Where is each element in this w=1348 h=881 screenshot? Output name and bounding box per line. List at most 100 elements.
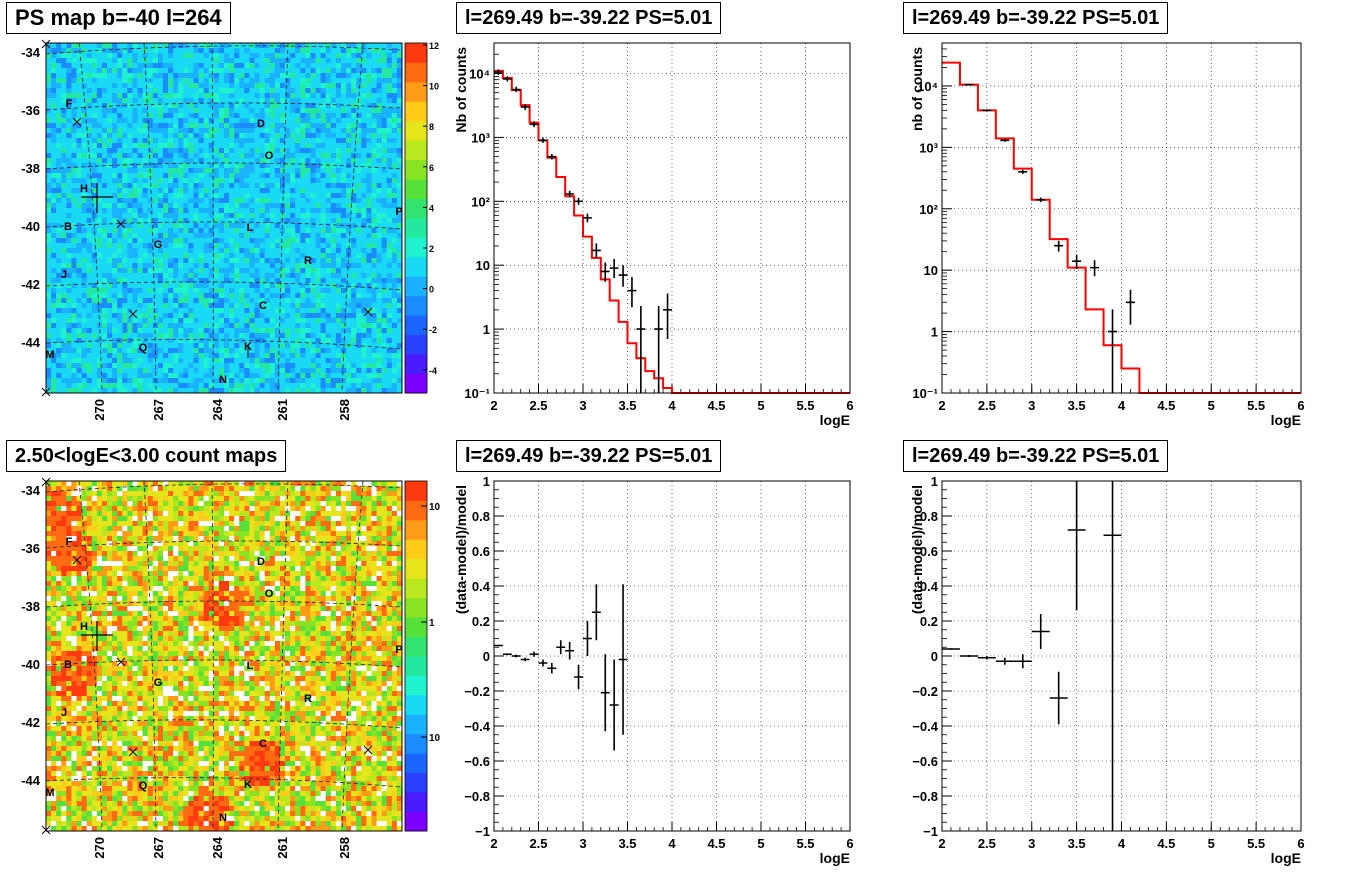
y-tick-label: −0.6 [464, 754, 490, 769]
residual-1-title: l=269.49 b=-39.22 PS=5.01 [456, 440, 721, 472]
source-label-Q: Q [139, 780, 148, 792]
source-label-B: B [64, 659, 72, 671]
x-axis-label: logE [1271, 850, 1301, 866]
y-tick-label: 10⁴ [469, 66, 490, 81]
y-tick-label: 1 [483, 474, 490, 489]
x-tick-label: 6 [1297, 398, 1304, 413]
source-label-C: C [259, 738, 267, 750]
map-x-tick-label: 261 [275, 399, 290, 421]
source-label-N: N [219, 374, 227, 386]
source-label-D: D [257, 556, 265, 568]
map-x-tick-label: 264 [210, 398, 225, 420]
x-tick-label: 2 [938, 398, 945, 413]
source-label-F: F [66, 98, 73, 110]
y-tick-label: 0.2 [920, 614, 938, 629]
map-y-tick-label: -36 [21, 103, 40, 118]
x-tick-label: 4.5 [707, 836, 725, 851]
x-tick-label: 4 [668, 398, 676, 413]
y-tick-label: −0.4 [912, 719, 938, 734]
data-point [982, 109, 991, 111]
y-tick-label: 0.4 [472, 579, 491, 594]
colorbar-tick-label: -4 [429, 366, 437, 376]
data-point [942, 648, 960, 650]
map-y-tick-label: -44 [21, 773, 41, 788]
y-tick-label: 10⁻¹ [912, 386, 938, 401]
source-label-R: R [304, 693, 312, 705]
x-tick-label: 5.5 [1247, 398, 1265, 413]
colorbar-tick-label: 6 [429, 163, 434, 173]
map-y-tick-label: -42 [21, 277, 40, 292]
y-tick-label: −0.8 [912, 789, 938, 804]
colorbar-tick-label: -2 [429, 325, 437, 335]
y-tick-label: 10⁻¹ [464, 386, 490, 401]
source-label-G: G [154, 677, 163, 689]
x-tick-label: 2 [490, 836, 497, 851]
y-tick-label: −0.2 [912, 684, 938, 699]
colorbar [405, 481, 427, 831]
data-point [960, 655, 978, 657]
map-x-tick-label: 267 [151, 837, 166, 859]
data-point [494, 645, 503, 647]
map-y-tick-label: -34 [21, 45, 41, 60]
source-label-P: P [395, 644, 402, 656]
x-tick-label: 5 [1208, 836, 1215, 851]
colorbar-tick-label: 10 [429, 502, 440, 513]
x-tick-label: 3.5 [1068, 398, 1086, 413]
source-label-K: K [244, 779, 252, 791]
x-tick-label: 5 [757, 836, 764, 851]
map-y-tick-label: -42 [21, 715, 40, 730]
x-tick-label: 4.5 [707, 398, 725, 413]
x-tick-label: 2.5 [529, 836, 547, 851]
source-label-L: L [247, 222, 254, 234]
y-axis-label: (data-model)/model [909, 485, 925, 614]
map-y-tick-label: -34 [21, 483, 41, 498]
count-map-title: 2.50<logE<3.00 count maps [6, 440, 286, 472]
x-tick-label: 3.5 [618, 398, 636, 413]
x-tick-label: 3.5 [1068, 836, 1086, 851]
source-label-C: C [259, 300, 267, 312]
x-tick-label: 4 [1118, 398, 1126, 413]
y-tick-label: 0.2 [472, 614, 490, 629]
x-tick-label: 3 [1028, 398, 1035, 413]
x-tick-label: 3 [579, 836, 586, 851]
x-tick-label: 5 [757, 398, 764, 413]
y-tick-label: 10³ [471, 130, 490, 145]
y-tick-label: 0.6 [472, 544, 490, 559]
map-y-tick-label: -40 [21, 657, 40, 672]
source-label-P: P [395, 206, 402, 218]
y-tick-label: 10³ [919, 140, 938, 155]
x-axis-label: logE [820, 850, 850, 866]
colorbar-tick-label: 8 [429, 122, 434, 132]
y-tick-label: −0.8 [464, 789, 490, 804]
x-tick-label: 2 [490, 398, 497, 413]
x-tick-label: 6 [846, 398, 853, 413]
ps-map-title: PS map b=-40 l=264 [6, 2, 231, 34]
y-tick-label: −1 [923, 824, 938, 839]
spectrum-2-title: l=269.49 b=-39.22 PS=5.01 [903, 2, 1168, 34]
map-y-tick-label: -40 [21, 219, 40, 234]
colorbar-tick-label: 2 [429, 244, 434, 254]
y-tick-label: 10 [476, 258, 490, 273]
x-tick-label: 4 [668, 836, 676, 851]
y-axis-label: nb of counts [909, 47, 925, 131]
colorbar-tick-label: 4 [429, 203, 434, 213]
map-x-tick-label: 258 [337, 837, 352, 859]
y-tick-label: 0.8 [472, 509, 490, 524]
y-axis-label: (data-model)/model [453, 485, 469, 614]
source-label-J: J [61, 269, 67, 281]
source-label-L: L [247, 660, 254, 672]
source-label-H: H [80, 621, 88, 633]
x-tick-label: 5.5 [1247, 836, 1265, 851]
colorbar-tick-label: 12 [429, 41, 439, 51]
colorbar-tick-label: 1 [429, 618, 435, 629]
y-tick-label: 10² [919, 202, 938, 217]
y-tick-label: −0.4 [464, 719, 490, 734]
